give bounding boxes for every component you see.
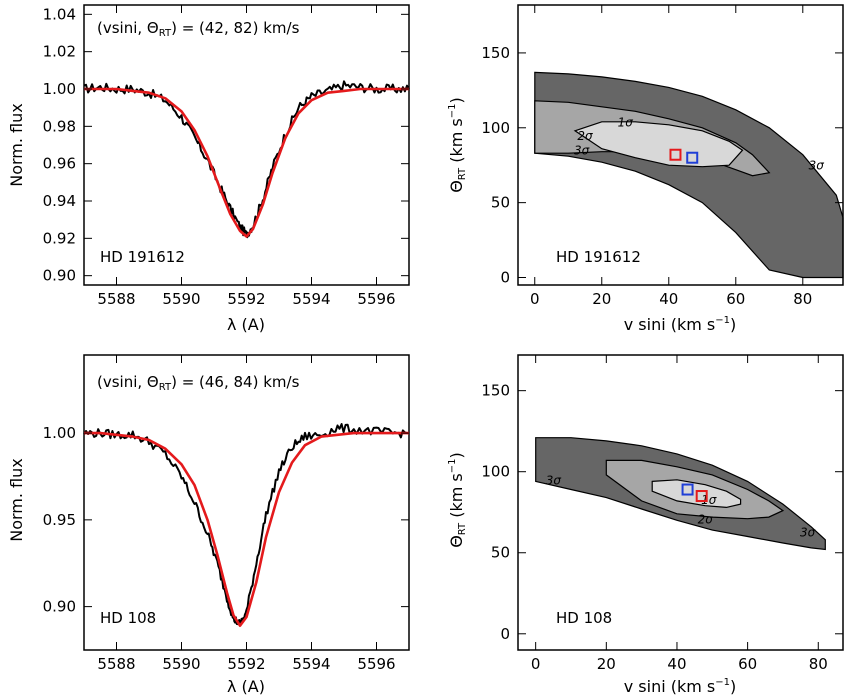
contour-label: 3σ [574,144,590,158]
y-tick-label: 1.04 [43,5,76,23]
blue-square-marker [681,483,694,496]
star-label: HD 108 [556,609,612,627]
series-layer [83,80,410,239]
tick-layer: 0 20 40 60 80 0 50 100 150 [481,5,843,308]
observed-line [83,80,410,239]
x-tick-label: 60 [738,655,757,673]
star-label: HD 191612 [100,248,185,266]
x-tick-label: 60 [726,290,745,308]
x-tick-label: 80 [793,290,812,308]
y-tick-label: 0.94 [43,192,76,210]
panel-spectrum-hd191612: 5588 5590 5592 5594 5596 0.90 0.92 0.94 0.96 0.98… [7,4,410,334]
model-line [84,431,409,627]
red-square-marker [695,490,708,503]
y-axis-label: ΘRT (km s−1) [447,97,468,193]
marker-layer [669,148,699,164]
model-line [84,87,409,238]
red-square-marker [669,148,682,161]
contour-3sigma [534,71,844,279]
x-tick-label: 40 [667,655,686,673]
y-tick-label: 1.00 [43,424,76,442]
tick-layer: 5588 5590 5592 5594 5596 0.90 0.92 0.94 0.96 0.98… [43,5,409,308]
plot-frame [517,354,844,651]
y-tick-label: 0 [500,269,510,287]
x-tick-label: 5588 [97,290,135,308]
panel-contour-hd108: 3σ 1σ 2σ 3σ 0 20 40 60 80 0 50 100 150 HD 108 v sin… [447,354,844,696]
y-tick-label: 0.92 [43,229,76,247]
x-tick-label: 5590 [162,290,200,308]
contour-label: 3σ [546,474,562,488]
contour-label: 3σ [809,159,825,173]
x-tick-label: 20 [592,290,611,308]
plot-frame [83,354,410,651]
x-tick-label: 5594 [292,655,330,673]
tick-layer: 0 20 40 60 80 0 50 100 150 [481,355,843,673]
y-tick-label: 1.00 [43,80,76,98]
y-tick-label: 100 [481,463,510,481]
y-axis-label: Norm. flux [7,103,26,187]
contour-1sigma [573,121,744,168]
x-tick-label: 5588 [97,655,135,673]
contour-label: 1σ [701,493,717,507]
star-label: HD 108 [100,609,156,627]
observed-line [83,423,409,626]
x-axis-label: v sini (km s−1) [624,315,737,334]
x-tick-label: 5592 [227,290,265,308]
y-tick-label: 50 [491,544,510,562]
y-tick-label: 50 [491,194,510,212]
tick-layer: 5588 5590 5592 5594 5596 0.90 0.95 1.00 [43,355,409,673]
x-tick-label: 5596 [357,290,395,308]
y-tick-label: 0.96 [43,155,76,173]
x-tick-label: 40 [659,290,678,308]
x-tick-label: 5596 [357,655,395,673]
x-tick-label: 5594 [292,290,330,308]
x-axis-label: λ (A) [227,677,265,696]
x-tick-label: 20 [597,655,616,673]
contour-label: 2σ [577,129,593,143]
y-axis-label: ΘRT (km s−1) [447,452,468,548]
y-tick-label: 0 [500,625,510,643]
y-tick-label: 0.98 [43,117,76,135]
plot-frame [83,4,410,286]
y-axis-label: Norm. flux [7,458,26,542]
contour-layer [535,437,826,551]
y-tick-label: 0.90 [43,598,76,616]
contour-label-layer: 3σ 1σ 2σ 3σ [546,474,816,540]
panel-spectrum-hd108: 5588 5590 5592 5594 5596 0.90 0.95 1.00 (vsini,… [7,354,410,696]
x-tick-label: 80 [809,655,828,673]
x-axis-label: v sini (km s−1) [624,677,737,696]
star-label: HD 191612 [556,248,641,266]
x-axis-label: λ (A) [227,315,265,334]
y-tick-label: 150 [481,44,510,62]
contour-label: 3σ [800,526,816,540]
annotation: (vsini, ΘRT) = (46, 84) km/s [97,373,300,393]
x-tick-label: 5590 [162,655,200,673]
y-tick-label: 0.90 [43,267,76,285]
marker-layer [681,483,708,503]
x-tick-label: 0 [530,290,540,308]
series-layer [83,423,409,627]
blue-square-marker [686,151,699,164]
y-tick-label: 150 [481,382,510,400]
y-tick-label: 0.95 [43,511,76,529]
contour-layer [534,71,844,279]
contour-label: 1σ [618,115,634,129]
plot-frame [517,4,844,286]
y-tick-label: 1.02 [43,43,76,61]
x-tick-label: 5592 [227,655,265,673]
x-tick-label: 0 [531,655,541,673]
contour-label: 2σ [698,513,714,527]
annotation: (vsini, ΘRT) = (42, 82) km/s [97,19,300,39]
y-tick-label: 100 [481,119,510,137]
